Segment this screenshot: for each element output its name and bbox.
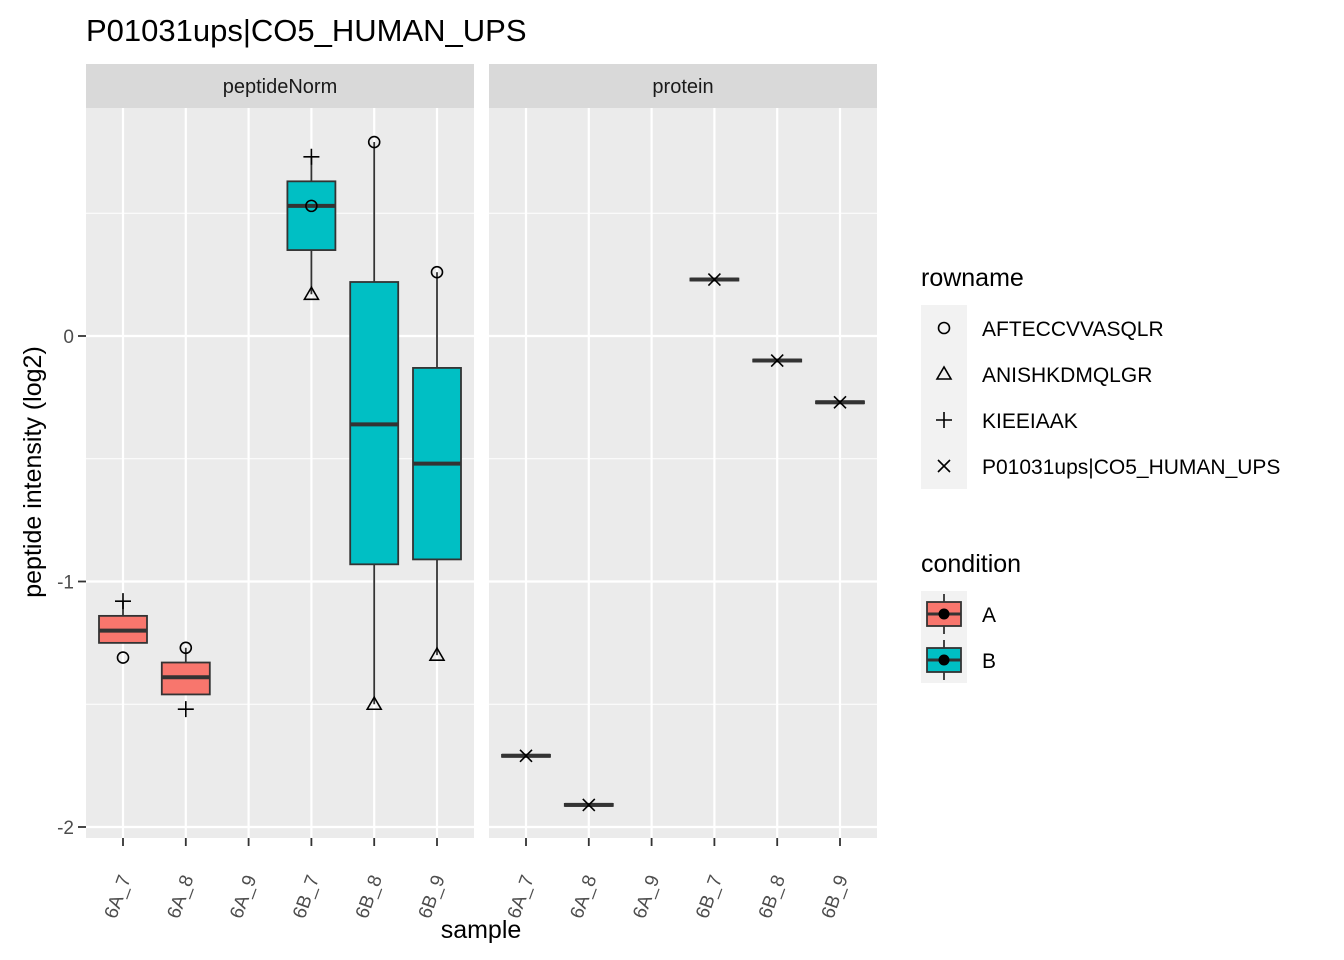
box-body	[286, 180, 337, 251]
facet-label: peptideNorm	[223, 76, 338, 98]
data-point	[519, 749, 533, 763]
x-tick-label: 6B_8	[755, 873, 790, 922]
x-tick-label: 6A_7	[101, 873, 136, 922]
legend-key	[921, 305, 967, 351]
legend-dot	[938, 654, 950, 666]
legend-dot	[938, 608, 950, 620]
chart-title: P01031ups|CO5_HUMAN_UPS	[86, 13, 527, 48]
box-6A_7	[98, 601, 148, 644]
legend-item: KIEEIAAK	[921, 397, 1078, 443]
data-point	[430, 265, 444, 279]
box-6B_7	[286, 156, 337, 295]
data-point	[303, 148, 320, 165]
x-tick-label: 6B_7	[289, 873, 324, 922]
legend-label: B	[982, 650, 996, 673]
legend-item: ANISHKDMQLGR	[921, 351, 1152, 397]
legend-rowname-items: AFTECCVVASQLR ANISHKDMQLGR KIEEIAAK P01031u…	[921, 305, 1280, 489]
legend: rowname AFTECCVVASQLR ANISHKDMQLGR KIEEIAA…	[921, 264, 1280, 683]
box-6A_8	[160, 647, 211, 696]
data-point	[179, 641, 193, 655]
x-tick-label: 6B_9	[415, 873, 450, 922]
legend-item: B	[921, 637, 996, 683]
y-axis: 0 -1 -2	[57, 327, 86, 839]
data-point	[177, 701, 194, 718]
legend-shape	[935, 365, 953, 380]
data-point	[365, 695, 383, 711]
x-tick-label: 6A_9	[226, 873, 261, 922]
data-point	[707, 272, 721, 287]
data-point	[115, 593, 131, 610]
x-tick-label: 6B_7	[692, 873, 727, 922]
legend-title-rowname: rowname	[921, 264, 1024, 292]
x-tick-label: 6A_9	[629, 873, 664, 922]
data-point	[770, 353, 784, 368]
facet-label: protein	[652, 76, 713, 98]
legend-title-condition: condition	[921, 550, 1021, 578]
data-point	[116, 651, 130, 664]
legend-label: P01031ups|CO5_HUMAN_UPS	[982, 456, 1280, 479]
data-point	[833, 395, 847, 409]
legend-label: ANISHKDMQLGR	[982, 364, 1152, 387]
data-point	[305, 199, 318, 213]
x-tick-label: 6A_7	[504, 873, 539, 922]
legend-item: P01031ups|CO5_HUMAN_UPS	[921, 443, 1280, 489]
y-tick-label: -1	[57, 573, 74, 594]
panel-peptideNorm: peptideNorm 6A_7 6A_8 6A_9 6B_7 6B_8 6B_9	[86, 64, 474, 921]
y-tick-label: 0	[63, 327, 74, 348]
legend-item: AFTECCVVASQLR	[921, 305, 1164, 351]
x-tick-label: 6B_8	[352, 873, 387, 922]
legend-key	[921, 351, 967, 397]
x-tick-label: 6B_9	[818, 873, 853, 922]
box-6B_8	[349, 142, 400, 705]
data-point	[367, 135, 381, 149]
legend-label: A	[982, 604, 996, 627]
panel-background	[489, 108, 877, 838]
y-axis-label: peptide intensity (log2)	[19, 346, 47, 598]
box-6B_9	[412, 272, 462, 656]
y-tick-label: -2	[57, 818, 74, 839]
x-axis-label: sample	[441, 916, 522, 944]
legend-shape	[936, 412, 952, 428]
facet-strip	[86, 64, 474, 108]
panel-protein: protein 6A_7 6A_8 6A_9 6B_7 6B_8 6B_9	[489, 64, 877, 921]
legend-item: A	[921, 591, 996, 637]
panel-background	[86, 108, 474, 838]
data-point	[303, 285, 320, 301]
legend-shape	[937, 459, 951, 473]
facet-strip	[489, 64, 877, 108]
x-tick-label: 6A_8	[164, 873, 199, 922]
legend-condition-items: AB	[921, 591, 996, 683]
legend-label: AFTECCVVASQLR	[982, 318, 1164, 341]
x-tick-label: 6A_8	[567, 873, 602, 922]
legend-shape	[937, 321, 951, 335]
legend-label: KIEEIAAK	[982, 410, 1078, 433]
data-point	[582, 798, 596, 812]
data-point	[428, 646, 446, 661]
